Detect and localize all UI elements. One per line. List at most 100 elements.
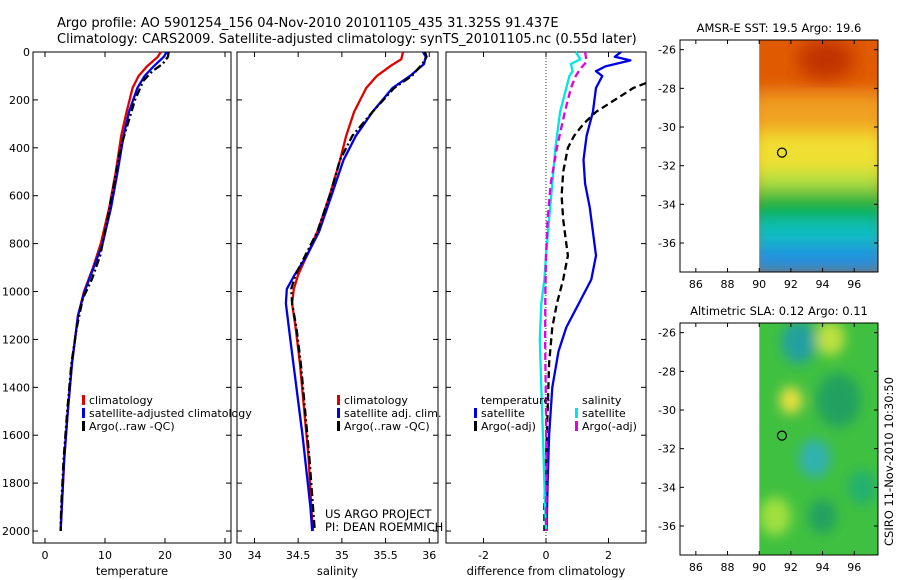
- salinity-profile-panel: 34 34.5 35 35.5 36 salinity climatologysatelli…: [236, 51, 441, 578]
- x-tick-label: 2: [605, 549, 612, 562]
- map-no-data-area: [680, 40, 760, 272]
- map-band: [749, 244, 878, 272]
- y-tick-label: -32: [658, 443, 676, 456]
- map-blobs: [759, 323, 877, 536]
- x-axis-label: temperature: [96, 564, 168, 578]
- y-tick-label: -30: [658, 404, 676, 417]
- y-tick-label: -32: [658, 160, 676, 173]
- x-tick-label: 36: [422, 549, 436, 562]
- y-tick-label: -34: [658, 481, 676, 494]
- y-tick-label: 1200: [2, 333, 30, 346]
- header-line-1: Argo profile: AO 5901254_156 04-Nov-2010…: [57, 16, 559, 31]
- legend-swatch: [337, 395, 340, 405]
- legend-swatch: [474, 408, 477, 418]
- x-tick-label: 88: [721, 278, 735, 291]
- x-tick-label: 86: [689, 561, 703, 574]
- map-frame: [679, 322, 879, 556]
- x-tick-label: 34: [247, 549, 261, 562]
- legend-swatch: [337, 408, 340, 418]
- legend-swatch: [337, 421, 340, 431]
- x-axis-label: salinity: [317, 564, 358, 578]
- series-line-3: [543, 51, 588, 532]
- map-anomaly-blob: [798, 439, 831, 478]
- map-anomaly-blob: [781, 323, 817, 364]
- map-data-layer: [680, 40, 878, 272]
- map-anomaly-blob: [847, 469, 877, 505]
- x-tick-label: 10: [98, 549, 112, 562]
- legend-swatch: [474, 421, 477, 431]
- legend-label: climatology: [344, 394, 408, 407]
- map-field: [749, 40, 878, 272]
- x-tick-label: 94: [816, 278, 830, 291]
- map-title: AMSR-E SST: 19.5 Argo: 19.6: [697, 21, 862, 35]
- map-field: [759, 323, 878, 555]
- y-tick-label: -36: [658, 237, 676, 250]
- plot-frame: [236, 51, 439, 544]
- series-line-0: [545, 51, 632, 532]
- x-tick-label: 35: [335, 549, 349, 562]
- legend-swatch: [82, 395, 85, 405]
- map-no-data-area: [680, 323, 760, 555]
- x-tick-label: 35.5: [373, 549, 398, 562]
- y-tick-label: 1800: [2, 477, 30, 490]
- legend-label: satellite-adjusted climatology: [89, 407, 252, 420]
- plot-frame: [32, 51, 232, 544]
- legend-label: Argo(-adj): [582, 420, 637, 433]
- header-line-2: Climatology: CARS2009. Satellite-adjuste…: [57, 32, 637, 47]
- legend-swatch: [575, 408, 578, 418]
- series-line-0: [59, 51, 162, 532]
- x-tick-label: 30: [218, 549, 232, 562]
- map-anomaly-blob: [816, 323, 845, 356]
- series-line-2: [290, 51, 428, 532]
- y-tick-label: -26: [658, 327, 676, 340]
- x-tick-label: -2: [478, 549, 489, 562]
- credit-line-1: US ARGO PROJECT: [325, 507, 433, 521]
- x-tick-label: 92: [784, 278, 798, 291]
- x-tick-label: 90: [752, 561, 766, 574]
- series-line-1: [543, 82, 647, 531]
- argo-position-marker: [776, 430, 788, 441]
- temperature-profile-panel: 0 10 20 30 0 200 400 600 800 1000 1200 1400 1600 1800…: [2, 46, 252, 578]
- map-frame: [679, 39, 879, 273]
- y-tick-label: 2000: [2, 525, 30, 538]
- y-tick-label: -26: [658, 44, 676, 57]
- legend-group-title: salinity: [582, 394, 622, 407]
- legend-label: satellite: [582, 407, 626, 420]
- y-tick-label: 1600: [2, 429, 30, 442]
- legend-label: climatology: [89, 394, 153, 407]
- map-title: Altimetric SLA: 0.12 Argo: 0.11: [690, 304, 868, 318]
- legend-label: satellite adj. clim.: [344, 407, 441, 420]
- x-tick-label: 90: [752, 278, 766, 291]
- y-tick-label: -28: [658, 365, 676, 378]
- map-anomaly-blob: [816, 373, 861, 428]
- legend-swatch: [82, 421, 85, 431]
- legend-swatch: [575, 421, 578, 431]
- legend-label: Argo(..raw -QC): [344, 420, 430, 433]
- x-tick-label: 96: [847, 278, 861, 291]
- series-line-1: [284, 51, 427, 532]
- map-anomaly-blob: [759, 496, 791, 536]
- map-warm-core: [797, 40, 854, 80]
- legend-label: Argo(-adj): [481, 420, 536, 433]
- series-line-1: [59, 51, 168, 532]
- y-tick-label: 400: [9, 142, 30, 155]
- map-data-layer: [680, 323, 878, 555]
- map-anomaly-blob: [808, 498, 837, 534]
- x-tick-label: 96: [847, 561, 861, 574]
- x-tick-label: 94: [816, 561, 830, 574]
- legend-group-title: temperature: [481, 394, 550, 407]
- y-tick-label: 600: [9, 190, 30, 203]
- legend-label: satellite: [481, 407, 525, 420]
- y-tick-label: 800: [9, 238, 30, 251]
- x-tick-label: 92: [784, 561, 798, 574]
- difference-profile-panel: -2 0 2 difference from climatology temperatu…: [445, 51, 647, 578]
- credit-line-2: PI: DEAN ROEMMICH: [325, 520, 443, 534]
- y-tick-label: 1000: [2, 286, 30, 299]
- x-tick-label: 86: [689, 278, 703, 291]
- y-tick-label: -36: [658, 520, 676, 533]
- timestamp-label: CSIRO 11-Nov-2010 10:30:50: [882, 377, 896, 546]
- x-tick-label: 20: [158, 549, 172, 562]
- argo-position-marker: [776, 147, 788, 158]
- y-tick-label: -34: [658, 198, 676, 211]
